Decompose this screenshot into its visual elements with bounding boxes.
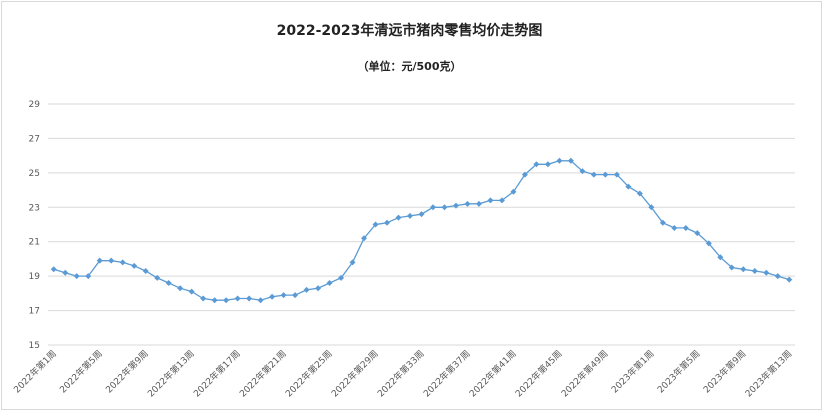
chart-title: 2022-2023年清远市猪肉零售均价走势图 bbox=[276, 23, 543, 39]
data-point bbox=[292, 292, 299, 299]
y-tick-label: 15 bbox=[29, 341, 40, 351]
data-point bbox=[751, 267, 758, 274]
data-point bbox=[177, 285, 184, 292]
data-point bbox=[349, 259, 356, 266]
data-point bbox=[131, 262, 138, 269]
y-tick-label: 17 bbox=[29, 307, 40, 317]
data-point bbox=[441, 204, 448, 211]
x-tick-label: 2022年第1周 bbox=[11, 348, 59, 396]
x-tick-label: 2022年第9周 bbox=[103, 348, 151, 396]
x-tick-label: 2022年第37周 bbox=[421, 348, 473, 400]
data-point bbox=[510, 188, 517, 195]
data-point bbox=[648, 204, 655, 211]
data-point bbox=[717, 254, 724, 261]
data-point bbox=[326, 280, 333, 287]
data-point bbox=[613, 171, 620, 178]
y-axis-ticks: 15 17 19 21 23 25 27 29 bbox=[29, 100, 41, 351]
data-point bbox=[521, 171, 528, 178]
data-point bbox=[73, 273, 80, 280]
data-point bbox=[338, 274, 345, 281]
data-point bbox=[740, 266, 747, 273]
data-point bbox=[636, 190, 643, 197]
data-point bbox=[579, 168, 586, 175]
x-tick-label: 2022年第33周 bbox=[375, 348, 427, 400]
data-point bbox=[705, 240, 712, 247]
x-tick-label: 2022年第21周 bbox=[237, 348, 289, 400]
data-point bbox=[533, 161, 540, 168]
y-tick-label: 29 bbox=[29, 100, 41, 110]
data-point bbox=[786, 276, 793, 283]
data-point bbox=[429, 204, 436, 211]
x-tick-label: 2023年第5周 bbox=[655, 348, 703, 396]
data-point bbox=[659, 219, 666, 226]
data-point bbox=[487, 197, 494, 204]
x-tick-label: 2022年第49周 bbox=[559, 348, 611, 400]
data-point bbox=[269, 293, 276, 300]
data-point bbox=[200, 295, 207, 302]
data-point bbox=[728, 264, 735, 271]
data-point bbox=[567, 157, 574, 164]
data-point bbox=[694, 230, 701, 237]
data-point bbox=[625, 183, 632, 190]
data-point bbox=[395, 214, 402, 221]
x-tick-label: 2022年第25周 bbox=[283, 348, 335, 400]
data-point bbox=[211, 297, 218, 304]
y-tick-label: 19 bbox=[29, 272, 41, 282]
data-point bbox=[602, 171, 609, 178]
data-point bbox=[361, 235, 368, 242]
data-point bbox=[85, 273, 92, 280]
x-tick-label: 2022年第45周 bbox=[513, 348, 565, 400]
data-point bbox=[119, 259, 126, 266]
data-point bbox=[154, 274, 161, 281]
y-tick-label: 21 bbox=[29, 238, 40, 248]
data-point bbox=[50, 266, 57, 273]
data-point bbox=[384, 219, 391, 226]
data-point bbox=[280, 292, 287, 299]
series-price bbox=[50, 157, 793, 304]
data-point bbox=[774, 273, 781, 280]
data-point bbox=[303, 286, 310, 293]
data-point bbox=[418, 211, 425, 218]
data-point bbox=[407, 212, 414, 219]
data-point bbox=[257, 297, 264, 304]
x-tick-label: 2023年第13周 bbox=[743, 348, 795, 400]
data-point bbox=[671, 224, 678, 231]
series-line bbox=[53, 160, 790, 301]
data-point bbox=[108, 257, 115, 264]
data-point bbox=[590, 171, 597, 178]
x-tick-label: 2023年第1周 bbox=[609, 348, 657, 396]
data-point bbox=[464, 200, 471, 207]
y-tick-label: 27 bbox=[29, 134, 40, 144]
data-point bbox=[246, 295, 253, 302]
data-point bbox=[544, 161, 551, 168]
x-tick-label: 2023年第9周 bbox=[701, 348, 749, 396]
data-point bbox=[763, 269, 770, 276]
data-point bbox=[223, 297, 230, 304]
chart-subtitle: （单位：元/500克） bbox=[357, 60, 462, 73]
data-point bbox=[452, 202, 459, 209]
data-point bbox=[234, 295, 241, 302]
data-point bbox=[165, 280, 172, 287]
data-point bbox=[372, 221, 379, 228]
x-axis-ticks: 2022年第1周 2022年第5周 2022年第9周2022年第13周2022年第1… bbox=[11, 348, 794, 400]
y-tick-label: 25 bbox=[29, 169, 40, 179]
data-point bbox=[96, 257, 103, 264]
data-point bbox=[62, 269, 69, 276]
x-tick-label: 2022年第17周 bbox=[191, 348, 243, 400]
data-point bbox=[475, 200, 482, 207]
data-point bbox=[142, 267, 149, 274]
x-tick-label: 2022年第41周 bbox=[467, 348, 519, 400]
data-point bbox=[315, 285, 322, 292]
gridlines bbox=[48, 103, 795, 346]
x-tick-label: 2022年第5周 bbox=[57, 348, 105, 396]
x-tick-label: 2022年第29周 bbox=[329, 348, 381, 400]
data-point bbox=[556, 157, 563, 164]
data-point bbox=[682, 224, 689, 231]
data-point bbox=[498, 197, 505, 204]
x-tick-label: 2022年第13周 bbox=[145, 348, 197, 400]
data-point bbox=[188, 288, 195, 295]
y-tick-label: 23 bbox=[29, 203, 40, 213]
